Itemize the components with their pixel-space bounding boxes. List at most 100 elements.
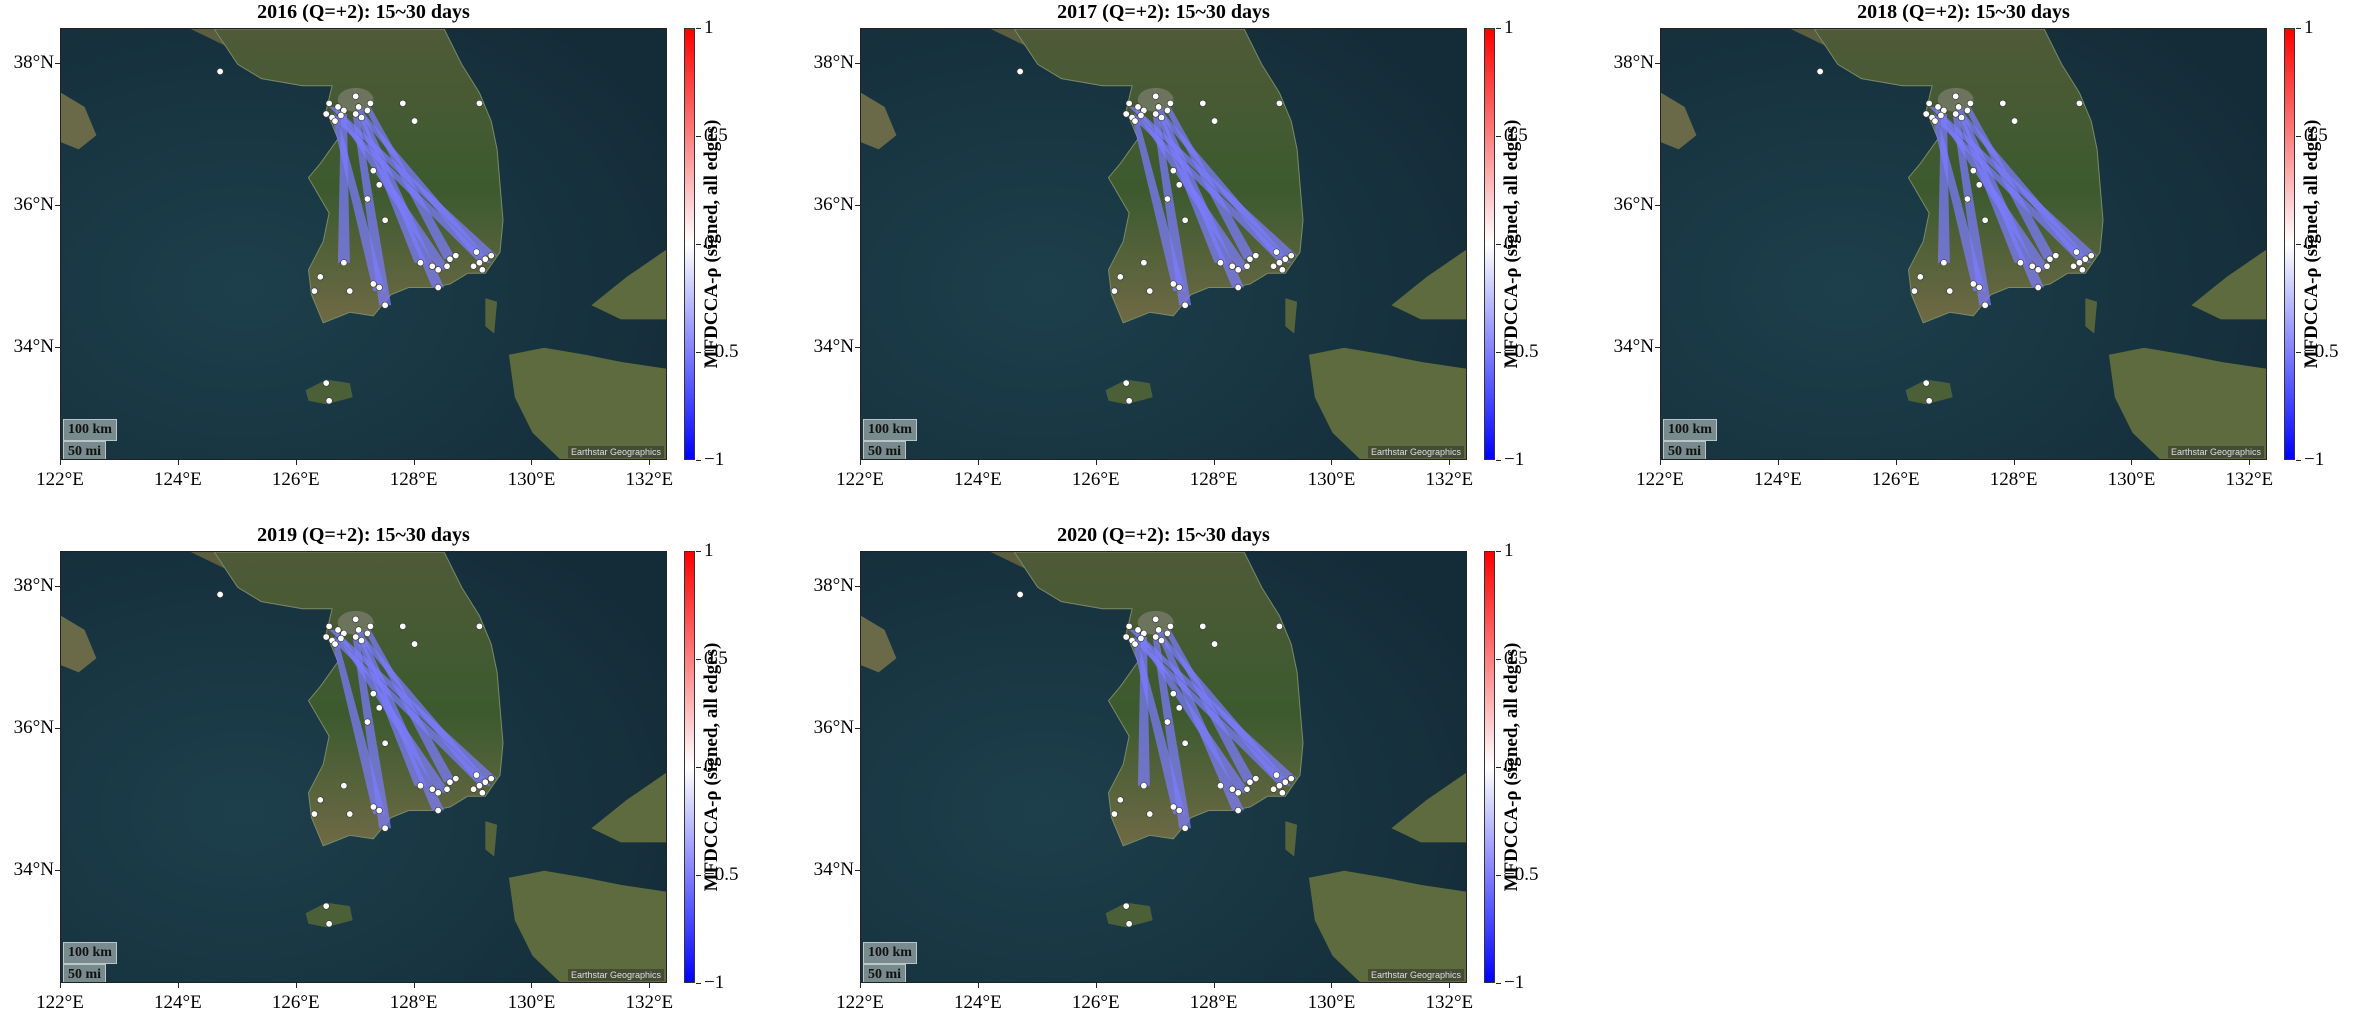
- lat-tick-label: 34°N: [813, 335, 854, 357]
- lon-tick: [860, 983, 861, 988]
- station-node: [1275, 99, 1283, 107]
- station-node: [381, 216, 389, 224]
- lat-tick: [1655, 205, 1660, 207]
- lon-tick: [531, 983, 533, 988]
- colorbar-tick: [696, 460, 701, 461]
- station-node: [1116, 796, 1124, 804]
- colorbar-tick: [2296, 136, 2301, 137]
- lon-tick-label: 130°E: [507, 469, 556, 490]
- lon-tick: [1331, 460, 1333, 465]
- attribution: Earthstar Geographics: [567, 969, 664, 981]
- lat-tick-label: 34°N: [813, 858, 854, 880]
- station-node: [216, 67, 224, 75]
- station-node: [434, 283, 442, 291]
- station-node: [337, 634, 345, 642]
- station-layer: [1016, 67, 1295, 405]
- lon-tick: [1660, 460, 1661, 465]
- station-node: [1181, 739, 1189, 747]
- station-node: [355, 103, 363, 111]
- lon-tick: [60, 460, 61, 465]
- map-frame[interactable]: 100 km 50 mi Earthstar Geographics: [860, 551, 1467, 983]
- map-frame[interactable]: 100 km 50 mi Earthstar Geographics: [1660, 28, 2267, 460]
- tsushima-island: [2085, 298, 2098, 334]
- map-frame[interactable]: 100 km 50 mi Earthstar Geographics: [60, 28, 667, 460]
- colorbar-tick-label: 0.5: [1504, 125, 1528, 146]
- colorbar-tick: [2296, 28, 2301, 29]
- lat-tick-label: 36°N: [13, 194, 54, 216]
- lon-tick: [1213, 460, 1215, 465]
- station-node: [1169, 280, 1177, 288]
- colorbar-tick: [696, 352, 701, 353]
- station-node: [1122, 110, 1130, 118]
- station-node: [375, 283, 383, 291]
- lon-tick: [413, 983, 415, 988]
- station-node: [1211, 117, 1219, 125]
- station-node: [1134, 103, 1142, 111]
- station-node: [1152, 92, 1160, 100]
- map-panel-5: 2020 (Q=+2): 15~30 days 100 km 50 mi Earths…: [800, 523, 1540, 1023]
- seoul-urban-area: [1937, 87, 1974, 112]
- station-node: [1958, 114, 1966, 122]
- station-node: [331, 117, 339, 125]
- station-node: [1278, 266, 1286, 274]
- station-node: [2034, 266, 2042, 274]
- station-node: [470, 785, 478, 793]
- station-node: [1270, 262, 1278, 270]
- colorbar-tick-label: −1: [704, 972, 725, 993]
- japan-honshu: [1391, 249, 1466, 320]
- lat-tick: [855, 869, 860, 871]
- lat-tick: [855, 205, 860, 207]
- station-node: [1975, 283, 1983, 291]
- station-node: [1963, 195, 1971, 203]
- map-frame[interactable]: 100 km 50 mi Earthstar Geographics: [60, 551, 667, 983]
- japan-honshu: [1391, 772, 1466, 843]
- scale-bar-mi: 50 mi: [863, 964, 907, 982]
- correlation-edge: [1937, 113, 1950, 263]
- satellite-basemap: [61, 29, 666, 459]
- station-node: [366, 99, 374, 107]
- colorbar-tick: [1496, 983, 1501, 984]
- colorbar-tick: [1496, 659, 1501, 660]
- station-node: [2028, 262, 2036, 270]
- station-node: [1155, 103, 1163, 111]
- colorbar-tick-label: 0: [1504, 756, 1514, 777]
- scale-bar-km: 100 km: [63, 419, 117, 441]
- station-node: [346, 810, 354, 818]
- lon-tick: [1095, 983, 1097, 988]
- station-node: [428, 785, 436, 793]
- station-node: [1116, 273, 1124, 281]
- station-node: [1955, 103, 1963, 111]
- colorbar-tick: [696, 875, 701, 876]
- scale-bar-km: 100 km: [1663, 419, 1717, 441]
- station-node: [1287, 252, 1295, 260]
- scale-bar-mi: 50 mi: [863, 441, 907, 459]
- station-node: [399, 622, 407, 630]
- colorbar-tick-label: 0: [1504, 233, 1514, 254]
- station-node: [475, 782, 483, 790]
- station-node: [316, 273, 324, 281]
- station-node: [1169, 690, 1177, 698]
- china-land: [61, 615, 97, 673]
- lon-tick: [977, 983, 979, 988]
- colorbar-label-text: MFDCCA-ρ (signed, all edges): [1501, 642, 1522, 892]
- colorbar-tick-label: 1: [704, 540, 714, 561]
- satellite-basemap: [1661, 29, 2266, 459]
- correlation-edge: [1152, 636, 1192, 829]
- lat-tick-label: 38°N: [1613, 52, 1654, 74]
- tsushima-island: [1285, 821, 1298, 857]
- station-node: [411, 117, 419, 125]
- station-node: [1122, 902, 1130, 910]
- station-node: [375, 181, 383, 189]
- station-node: [487, 775, 495, 783]
- station-node: [1125, 99, 1133, 107]
- station-node: [375, 806, 383, 814]
- station-node: [1166, 622, 1174, 630]
- station-node: [331, 640, 339, 648]
- station-node: [472, 248, 480, 256]
- map-frame[interactable]: 100 km 50 mi Earthstar Geographics: [860, 28, 1467, 460]
- station-node: [452, 775, 460, 783]
- seoul-urban-area: [337, 610, 374, 635]
- station-node: [2078, 266, 2086, 274]
- station-node: [325, 920, 333, 928]
- attribution: Earthstar Geographics: [2167, 446, 2264, 458]
